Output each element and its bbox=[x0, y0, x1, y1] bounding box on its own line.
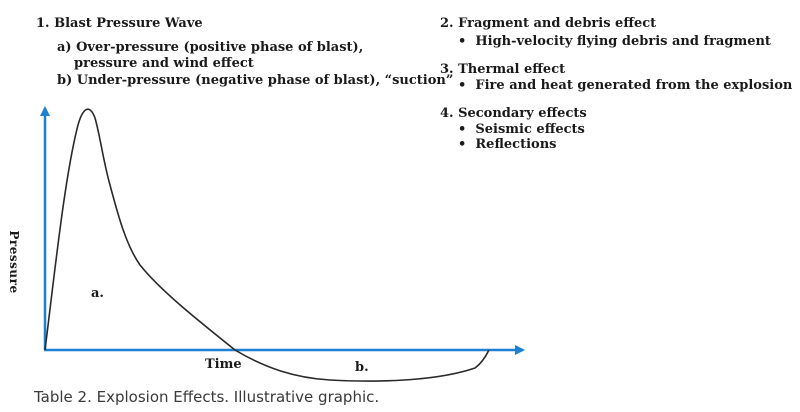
legend-bullet-seismic: • Seismic effects bbox=[458, 122, 585, 137]
bullet-text: Fire and heat generated from the explosi… bbox=[475, 78, 793, 93]
pressure-curve bbox=[44, 108, 490, 382]
legend-bullet-reflections: • Reflections bbox=[458, 137, 556, 152]
y-axis-label: Pressure bbox=[7, 230, 21, 294]
figure-caption: Table 2. Explosion Effects. Illustrative… bbox=[34, 388, 380, 406]
bullet-text: Reflections bbox=[475, 137, 557, 152]
legend-item-secondary-effects: 4. Secondary effects bbox=[440, 106, 587, 121]
bullet-text: Seismic effects bbox=[475, 122, 585, 137]
bullet-text: High-velocity flying debris and fragment bbox=[475, 34, 771, 49]
bullet-icon: • bbox=[458, 137, 467, 152]
legend-item-over-pressure-line1: a) Over-pressure (positive phase of blas… bbox=[57, 40, 364, 55]
bullet-icon: • bbox=[458, 34, 467, 49]
legend-item-fragment-debris: 2. Fragment and debris effect bbox=[440, 16, 657, 31]
legend-bullet-flying-debris: • High-velocity flying debris and fragme… bbox=[458, 34, 771, 49]
legend-item-over-pressure-line2: pressure and wind effect bbox=[74, 56, 254, 71]
x-axis-label: Time bbox=[205, 357, 242, 372]
bullet-icon: • bbox=[458, 78, 467, 93]
legend-item-under-pressure: b) Under-pressure (negative phase of bla… bbox=[57, 73, 454, 88]
region-b-label: b. bbox=[355, 360, 369, 375]
legend-item-blast-pressure-wave: 1. Blast Pressure Wave bbox=[36, 16, 203, 31]
legend-item-thermal-effect: 3. Thermal effect bbox=[440, 62, 566, 77]
bullet-icon: • bbox=[458, 122, 467, 137]
legend-bullet-fire-heat: • Fire and heat generated from the explo… bbox=[458, 78, 792, 93]
region-a-label: a. bbox=[91, 286, 104, 301]
